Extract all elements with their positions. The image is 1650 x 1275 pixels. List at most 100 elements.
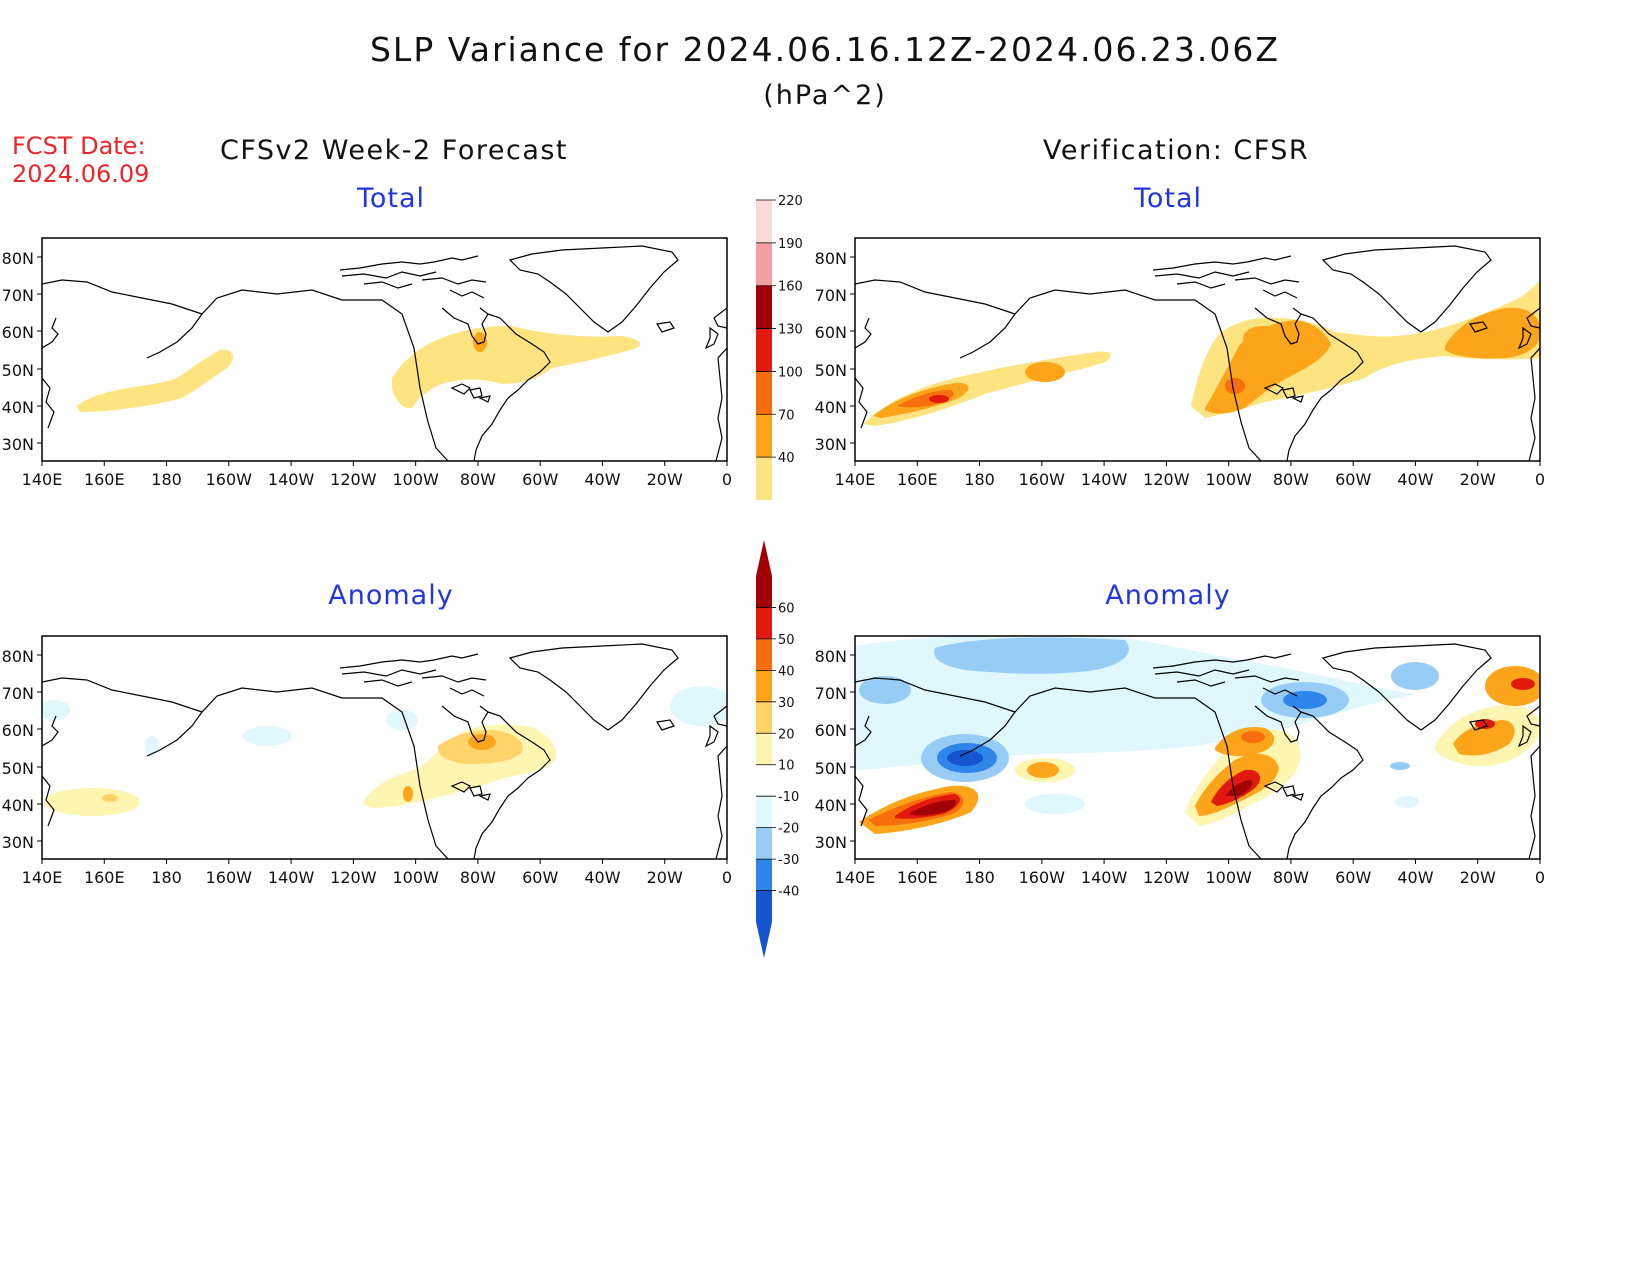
verification-total-lat-label: 80N [815,249,847,268]
anomaly-colorbar-swatch [756,638,772,671]
forecast-column-heading: CFSv2 Week-2 Forecast [220,135,569,166]
total-colorbar-swatch [756,285,772,329]
verification-anomaly-lat-label: 30N [815,833,847,852]
total-colorbar-label: 40 [778,451,795,466]
verification-total-title: Total [1133,183,1203,214]
forecast-anomaly-title: Anomaly [328,580,454,611]
anomaly-colorbar-label: -40 [778,885,799,900]
figure-title: SLP Variance for 2024.06.16.12Z-2024.06.… [369,30,1281,69]
verification-total-lat-label: 50N [815,361,847,380]
verification-anomaly-lon-label: 40W [1397,868,1433,887]
verification-anomaly-lon-label: 180 [964,868,995,887]
forecast-anomaly-lon-label: 20W [647,868,683,887]
forecast-anomaly-lon-label: 180 [151,868,182,887]
forecast-anomaly-lon-label: 100W [392,868,439,887]
forecast-anomaly-lon-label: 160W [206,868,253,887]
verification-anomaly-lon-label: 20W [1460,868,1496,887]
anomaly-colorbar-label: 10 [778,759,795,774]
verification-total-lat-label: 30N [815,435,847,454]
forecast-total-lon-label: 60W [522,470,558,489]
total-colorbar-swatch [756,242,772,286]
verification-total-lat-label: 60N [815,323,847,342]
forecast-total-lat-label: 50N [2,361,34,380]
verification-total-lon-label: 140W [1081,470,1128,489]
verification-total-lon-label: 120W [1143,470,1190,489]
anomaly-colorbar-label: 20 [778,727,795,742]
anomaly-colorbar-swatch [756,890,772,922]
total-colorbar-swatch [756,414,772,458]
anomaly-colorbar-swatch [756,576,772,608]
verification-anomaly-title: Anomaly [1105,580,1231,611]
anomaly-colorbar-swatch [756,827,772,860]
forecast-total-title: Total [356,183,426,214]
total-colorbar-swatch [756,200,772,243]
forecast-anomaly-lat-label: 60N [2,721,34,740]
anomaly-colorbar-high-arrow [756,540,772,576]
anomaly-colorbar-label: 60 [778,601,795,616]
forecast-total-lon-label: 80W [460,470,496,489]
anomaly-colorbar-swatch [756,701,772,734]
verification-anomaly-lon-label: 140W [1081,868,1128,887]
forecast-total-map [41,237,728,462]
forecast-anomaly-lon-label: 140W [268,868,315,887]
anomaly-colorbar-swatch [756,764,772,797]
forecast-total-lon-label: 20W [647,470,683,489]
forecast-anomaly-lon-label: 160E [84,868,125,887]
forecast-anomaly-map [41,635,728,860]
forecast-anomaly-lon-label: 80W [460,868,496,887]
total-colorbar-label: 190 [778,237,803,252]
anomaly-colorbar: -40 -30 -20 -10 10 20 30 40 50 60 [756,540,799,958]
forecast-anomaly-lat-label: 30N [2,833,34,852]
verification-total-lon-label: 60W [1335,470,1371,489]
forecast-anomaly-lon-label: 40W [584,868,620,887]
verification-total-lon-label: 160E [897,470,938,489]
anomaly-colorbar-label: -20 [778,822,799,837]
anomaly-colorbar-swatch [756,733,772,765]
verification-total-map [854,237,1541,462]
verification-anomaly-lat-label: 40N [815,796,847,815]
anomaly-colorbar-label: 50 [778,633,795,648]
verification-total-lon-label: 160W [1019,470,1066,489]
forecast-anomaly-lon-label: 140E [22,868,63,887]
verification-anomaly-lon-label: 100W [1205,868,1252,887]
total-colorbar-label: 100 [778,365,803,380]
anomaly-colorbar-label: -30 [778,853,799,868]
forecast-total-lon-label: 160W [206,470,253,489]
anomaly-colorbar-label: 30 [778,696,795,711]
forecast-total-lon-label: 140W [268,470,315,489]
anomaly-colorbar-label: -10 [778,790,799,805]
total-colorbar-swatch [756,371,772,415]
total-colorbar-label: 130 [778,323,803,338]
verification-total-lat-label: 70N [815,286,847,305]
verification-total-lon-label: 40W [1397,470,1433,489]
verification-total-lon-label: 100W [1205,470,1252,489]
anomaly-colorbar-label: 40 [778,664,795,679]
verification-total-lon-label: 20W [1460,470,1496,489]
forecast-total-lon-label: 0 [722,470,732,489]
forecast-anomaly-lon-label: 60W [522,868,558,887]
verification-total-lon-label: 80W [1273,470,1309,489]
verification-anomaly-lon-label: 140E [835,868,876,887]
forecast-anomaly-lon-label: 0 [722,868,732,887]
forecast-total-lat-label: 40N [2,398,34,417]
forecast-total-lat-label: 80N [2,249,34,268]
verification-anomaly-lon-label: 80W [1273,868,1309,887]
fcst-date-label: FCST Date: [12,132,146,160]
units-label: (hPa^2) [763,80,887,111]
verification-column-heading: Verification: CFSR [1043,135,1310,166]
verification-anomaly-lat-label: 80N [815,647,847,666]
forecast-total-lat-label: 30N [2,435,34,454]
forecast-total-lon-label: 140E [22,470,63,489]
forecast-anomaly-lon-label: 120W [330,868,377,887]
verification-total-lon-label: 0 [1535,470,1545,489]
total-colorbar-label: 160 [778,280,803,295]
anomaly-colorbar-swatch [756,670,772,702]
total-colorbar: 40 70 100 130 160 190 220 [756,194,803,500]
total-colorbar-label: 70 [778,408,795,423]
verification-total-lat-label: 40N [815,398,847,417]
verification-anomaly-lon-label: 60W [1335,868,1371,887]
forecast-anomaly-lat-label: 70N [2,684,34,703]
forecast-total-lat-label: 60N [2,323,34,342]
forecast-total-lon-label: 180 [151,470,182,489]
